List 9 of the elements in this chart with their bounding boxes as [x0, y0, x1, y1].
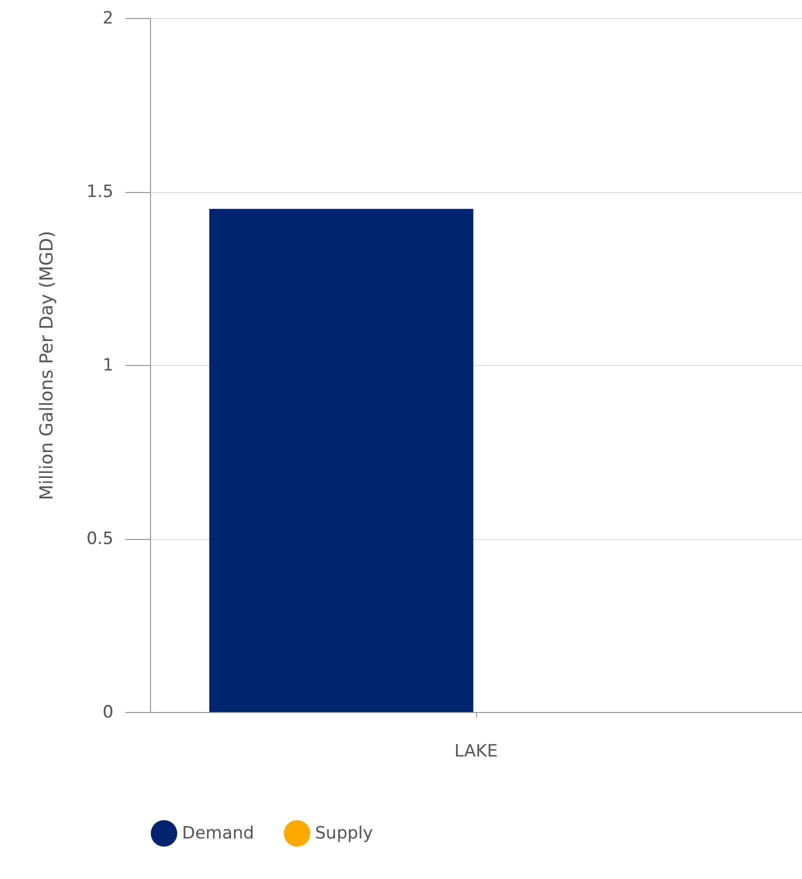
y-tick-label: 2 [102, 8, 114, 28]
y-tick-label: 1.5 [86, 182, 114, 202]
legend-label: Supply [315, 823, 373, 844]
y-axis-title: Million Gallons Per Day (MGD) [36, 230, 58, 500]
legend-label: Demand [182, 823, 254, 844]
x-tick-label: LAKE [454, 742, 498, 762]
y-tick-label: 1 [102, 356, 114, 376]
y-tick-label: 0 [102, 702, 114, 722]
y-tick-label: 0.5 [86, 529, 114, 549]
